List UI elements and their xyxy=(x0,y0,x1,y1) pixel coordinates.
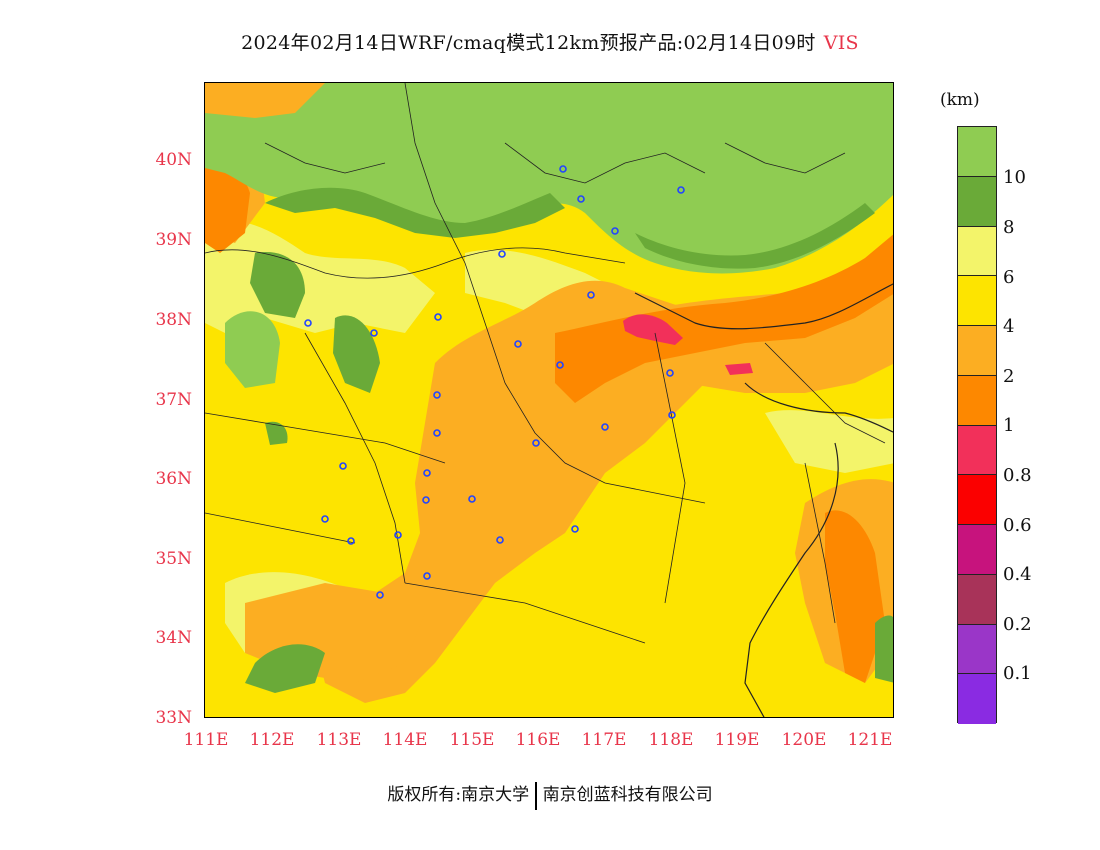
title-main: 2024年02月14日WRF/cmaq模式12km预报产品:02月14日09时 xyxy=(241,32,816,54)
legend-label: 10 xyxy=(1003,167,1026,188)
region-1-2-coast xyxy=(825,510,885,683)
lat-label-39: 39N xyxy=(155,230,192,250)
coastline-east xyxy=(744,442,839,717)
lat-label-37: 37N xyxy=(155,390,192,410)
region-2-4-central xyxy=(315,280,745,703)
legend-swatch xyxy=(958,226,996,277)
legend-swatch xyxy=(958,574,996,625)
boundary-lines xyxy=(205,83,886,644)
legend-label: 4 xyxy=(1003,316,1015,337)
lon-label-121: 121E xyxy=(847,730,893,750)
region-8-10-spot xyxy=(265,421,288,445)
city-markers xyxy=(304,165,685,599)
legend-colorbar xyxy=(957,126,997,724)
legend-label: 8 xyxy=(1003,217,1015,238)
legend-swatch xyxy=(958,375,996,426)
lon-label-119: 119E xyxy=(714,730,760,750)
legend-swatch xyxy=(958,326,996,376)
coastline-shandong xyxy=(744,382,893,433)
chart-title: 2024年02月14日WRF/cmaq模式12km预报产品:02月14日09时 V… xyxy=(0,28,1100,55)
lat-label-38: 38N xyxy=(155,310,192,330)
legend-label: 6 xyxy=(1003,267,1015,288)
region-2-4-nw-corner xyxy=(205,83,325,118)
coastline-bohai xyxy=(634,283,893,330)
region-6-8-east xyxy=(765,410,893,473)
title-variable: VIS xyxy=(823,32,859,54)
region-8-10-east xyxy=(635,203,875,269)
legend-label: 0.4 xyxy=(1003,564,1032,585)
lon-label-112: 112E xyxy=(249,730,295,750)
legend-swatch xyxy=(958,525,996,575)
lon-label-120: 120E xyxy=(781,730,827,750)
legend-label: 0.2 xyxy=(1003,614,1032,635)
lon-label-115: 115E xyxy=(449,730,495,750)
lon-label-116: 116E xyxy=(515,730,561,750)
region-8-10-sw xyxy=(245,644,325,693)
region-8-10-mid xyxy=(333,315,380,393)
lon-label-113: 113E xyxy=(316,730,362,750)
legend-swatch xyxy=(958,425,996,476)
legend-label: 2 xyxy=(1003,366,1015,387)
lat-label-36: 36N xyxy=(155,469,192,489)
lat-label-33: 33N xyxy=(155,708,192,728)
legend-swatch xyxy=(958,674,996,724)
region-1-2-band xyxy=(555,234,893,403)
region-10-west xyxy=(225,311,280,388)
lat-label-40: 40N xyxy=(155,150,192,170)
lon-label-114: 114E xyxy=(382,730,428,750)
region-1-2-west xyxy=(205,159,250,253)
copyright-footer: 版权所有:南京大学 南京创蓝科技有限公司 xyxy=(0,780,1100,810)
region-0-8-coast xyxy=(725,363,753,375)
lat-label-34: 34N xyxy=(155,628,192,648)
legend-label: 0.8 xyxy=(1003,465,1032,486)
legend-label: 1 xyxy=(1003,415,1015,436)
copyright-company: 南京创蓝科技有限公司 xyxy=(542,785,713,805)
legend-swatch xyxy=(958,176,996,227)
legend-label: 0.6 xyxy=(1003,515,1032,536)
region-10-north xyxy=(205,83,893,274)
legend-unit: (km) xyxy=(940,90,980,110)
region-8-10-west xyxy=(250,252,305,318)
legend-swatch xyxy=(958,276,996,326)
region-8-10-band xyxy=(265,187,565,238)
legend-swatch xyxy=(958,624,996,675)
region-8-10-se xyxy=(875,615,893,683)
lon-label-117: 117E xyxy=(581,730,627,750)
region-0-8-hotspot xyxy=(623,314,683,345)
visibility-map xyxy=(204,82,894,718)
lon-label-111: 111E xyxy=(183,730,229,750)
footer-separator xyxy=(535,781,537,810)
lon-label-118: 118E xyxy=(648,730,694,750)
copyright-owner: 版权所有:南京大学 xyxy=(387,785,530,805)
legend-label: 0.1 xyxy=(1003,663,1032,684)
legend-swatch xyxy=(958,475,996,525)
legend-swatch xyxy=(958,127,996,177)
lat-label-35: 35N xyxy=(155,549,192,569)
